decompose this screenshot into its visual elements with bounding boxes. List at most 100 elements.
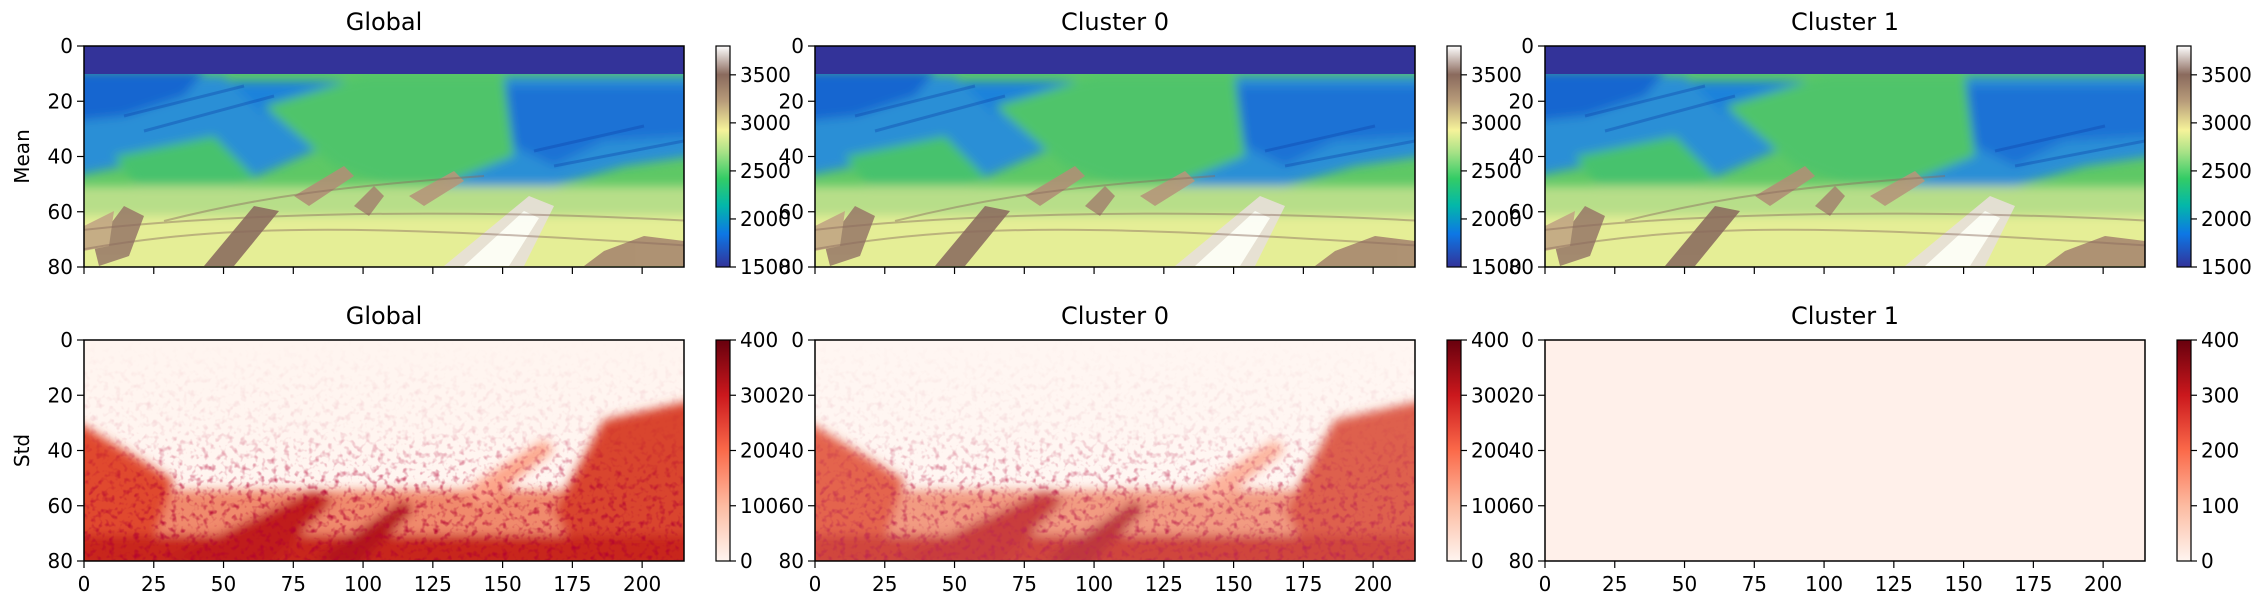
y-tick-label: 60 xyxy=(779,200,804,224)
x-tick-label: 75 xyxy=(1742,572,1767,596)
y-tick-label: 40 xyxy=(1509,145,1534,169)
subplot-title: Cluster 1 xyxy=(1791,8,1899,36)
subplot-title: Global xyxy=(346,302,423,330)
colorbar-tick-label: 0 xyxy=(2201,549,2214,573)
x-tick-label: 125 xyxy=(1875,572,1913,596)
colorbar-tick-label: 2000 xyxy=(740,207,791,231)
subplot-title: Cluster 0 xyxy=(1061,8,1169,36)
colorbar-tick-label: 3500 xyxy=(740,63,791,87)
heatmap-image xyxy=(805,46,1425,276)
subplot-title: Cluster 1 xyxy=(1791,302,1899,330)
x-tick-label: 100 xyxy=(1805,572,1843,596)
colorbar: 0 100 200 300 400 xyxy=(1446,328,1509,573)
y-tick-label: 0 xyxy=(1521,34,1534,58)
y-tick-label: 20 xyxy=(1509,89,1534,113)
x-tick-label: 125 xyxy=(414,572,452,596)
colorbar-tick-label: 400 xyxy=(740,328,778,352)
x-tick-label: 175 xyxy=(2014,572,2052,596)
y-tick-label: 0 xyxy=(60,328,73,352)
subplot-mean-cluster-1: Cluster 1 0 20 40 60 80 1500 2000 2500 3000 3500 xyxy=(1509,8,2252,279)
heatmap-image xyxy=(1535,46,2155,276)
colorbar: 1500 2000 2500 3000 3500 xyxy=(715,45,791,279)
y-tick-label: 80 xyxy=(779,255,804,279)
colorbar-scale xyxy=(1446,339,1462,562)
row-label: Mean xyxy=(10,129,34,184)
y-tick-label: 40 xyxy=(1509,439,1534,463)
y-tick-label: 20 xyxy=(779,383,804,407)
colorbar: 1500 2000 2500 3000 3500 xyxy=(2176,45,2252,279)
row-label: Std xyxy=(10,434,34,467)
y-tick-label: 20 xyxy=(48,383,73,407)
colorbar-tick-label: 400 xyxy=(2201,328,2239,352)
x-tick-label: 75 xyxy=(281,572,306,596)
y-tick-label: 20 xyxy=(48,89,73,113)
colorbar-tick-label: 100 xyxy=(1471,494,1509,518)
y-tick-label: 60 xyxy=(779,494,804,518)
x-tick-label: 150 xyxy=(484,572,522,596)
y-tick-label: 40 xyxy=(779,145,804,169)
subplot-title: Cluster 0 xyxy=(1061,302,1169,330)
colorbar-tick-label: 1500 xyxy=(740,255,791,279)
x-tick-label: 0 xyxy=(1539,572,1552,596)
colorbar-tick-label: 2000 xyxy=(2201,207,2252,231)
colorbar-tick-label: 0 xyxy=(740,549,753,573)
y-tick-label: 80 xyxy=(779,549,804,573)
y-tick-label: 60 xyxy=(1509,200,1534,224)
x-tick-label: 75 xyxy=(1012,572,1037,596)
x-tick-label: 100 xyxy=(1075,572,1113,596)
colorbar-tick-label: 300 xyxy=(740,383,778,407)
y-tick-label: 40 xyxy=(779,439,804,463)
y-tick-label: 60 xyxy=(1509,494,1534,518)
subplot-mean-cluster-0: Cluster 0 0 20 40 60 80 1500 2000 2500 3000 3500 xyxy=(779,8,1522,279)
x-tick-label: 50 xyxy=(211,572,236,596)
colorbar: 0 100 200 300 400 xyxy=(715,328,778,573)
x-tick-label: 175 xyxy=(1284,572,1322,596)
subplot-mean-global: Global 0 20 40 60 80 Mean 1500 2000 2500 3000 3500 xyxy=(10,8,791,279)
y-tick-label: 40 xyxy=(48,439,73,463)
x-tick-label: 25 xyxy=(141,572,166,596)
x-tick-label: 200 xyxy=(623,572,661,596)
y-tick-label: 80 xyxy=(48,255,73,279)
x-tick-label: 150 xyxy=(1215,572,1253,596)
colorbar-tick-label: 200 xyxy=(2201,439,2239,463)
colorbar-tick-label: 300 xyxy=(1471,383,1509,407)
heatmap-image xyxy=(1545,340,2145,561)
y-tick-label: 80 xyxy=(1509,549,1534,573)
colorbar-scale xyxy=(1446,45,1462,268)
colorbar-scale xyxy=(715,339,731,562)
colorbar-tick-label: 2000 xyxy=(1471,207,1522,231)
colorbar-tick-label: 1500 xyxy=(2201,255,2252,279)
x-tick-label: 50 xyxy=(942,572,967,596)
y-tick-label: 0 xyxy=(60,34,73,58)
colorbar-tick-label: 200 xyxy=(740,439,778,463)
y-tick-label: 20 xyxy=(779,89,804,113)
colorbar-scale xyxy=(715,45,731,268)
x-tick-label: 25 xyxy=(1602,572,1627,596)
colorbar: 0 100 200 300 400 xyxy=(2176,328,2239,573)
x-tick-label: 25 xyxy=(872,572,897,596)
colorbar-tick-label: 100 xyxy=(2201,494,2239,518)
colorbar-tick-label: 3500 xyxy=(1471,63,1522,87)
colorbar-scale xyxy=(2176,45,2192,268)
y-tick-label: 80 xyxy=(1509,255,1534,279)
y-tick-label: 60 xyxy=(48,200,73,224)
colorbar: 1500 2000 2500 3000 3500 xyxy=(1446,45,1522,279)
heatmap-image xyxy=(74,340,694,570)
y-tick-label: 0 xyxy=(1521,328,1534,352)
y-tick-label: 60 xyxy=(48,494,73,518)
x-tick-label: 150 xyxy=(1945,572,1983,596)
colorbar-tick-label: 2500 xyxy=(2201,159,2252,183)
colorbar-tick-label: 100 xyxy=(740,494,778,518)
colorbar-tick-label: 400 xyxy=(1471,328,1509,352)
y-tick-label: 40 xyxy=(48,145,73,169)
colorbar-tick-label: 1500 xyxy=(1471,255,1522,279)
subplot-title: Global xyxy=(346,8,423,36)
x-tick-label: 125 xyxy=(1145,572,1183,596)
heatmap-image xyxy=(805,340,1425,570)
y-tick-label: 20 xyxy=(1509,383,1534,407)
x-tick-label: 200 xyxy=(1354,572,1392,596)
